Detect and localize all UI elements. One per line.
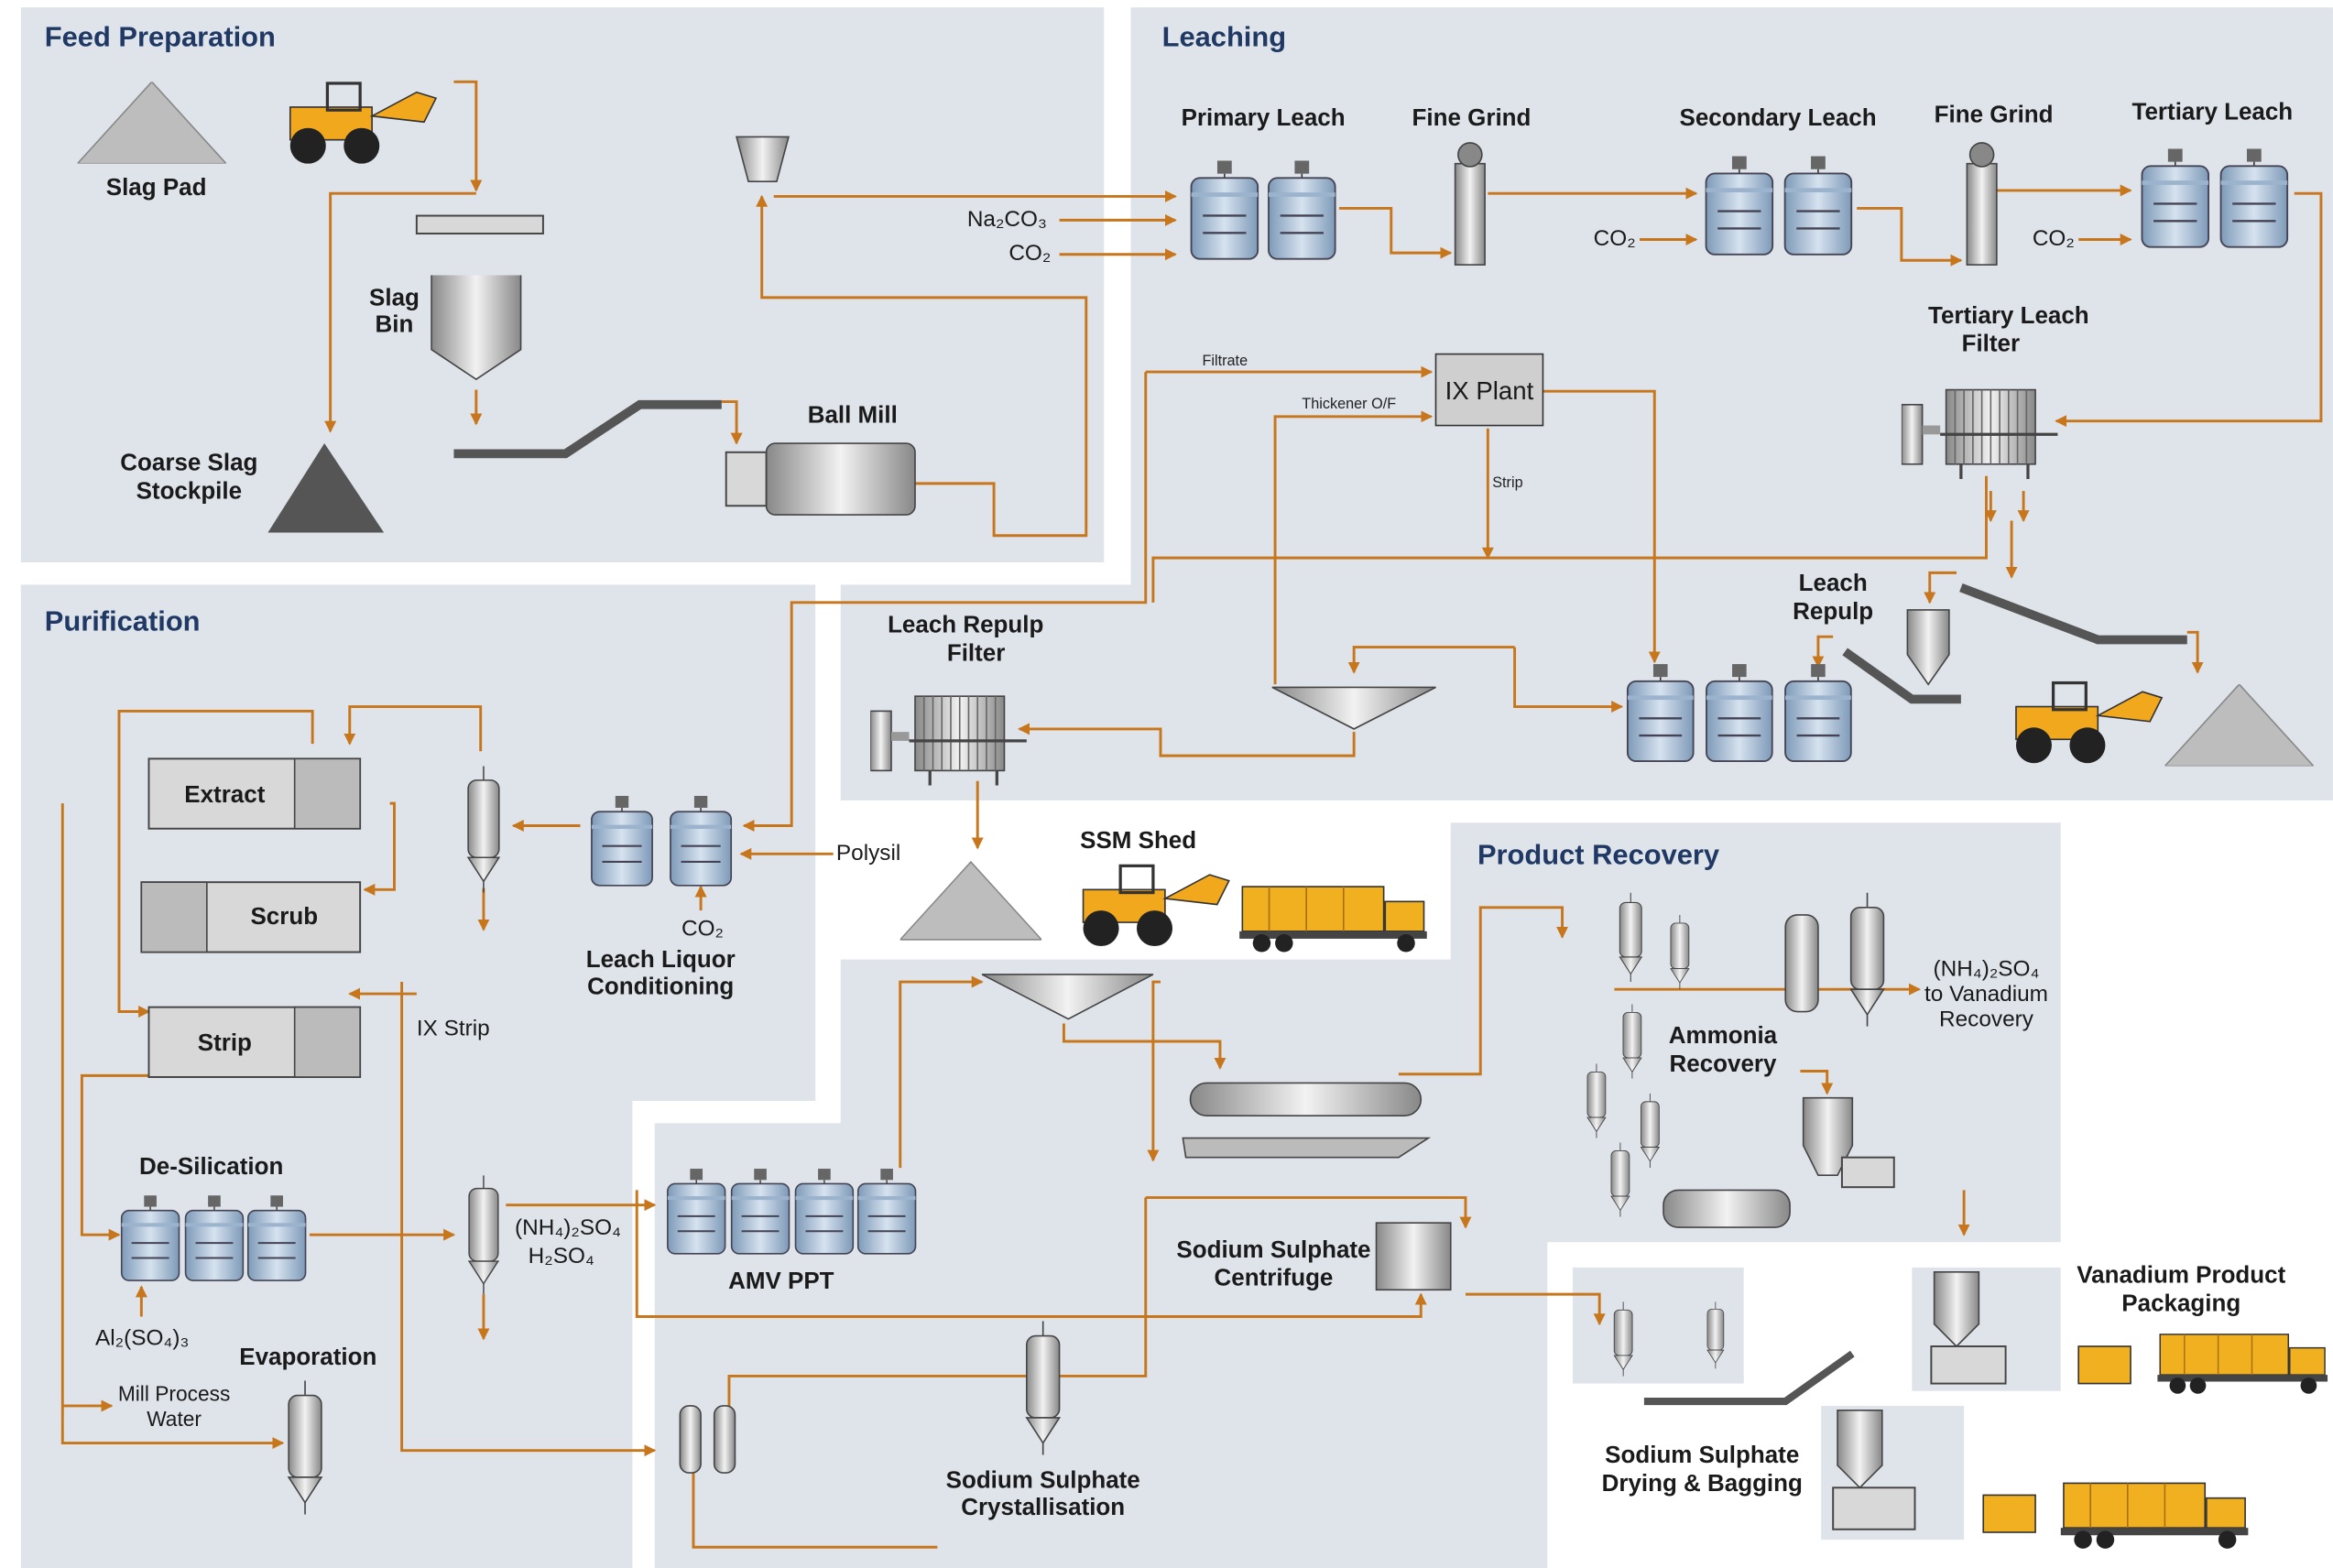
equipment-part bbox=[1970, 143, 1994, 167]
labels-part: IX Plant bbox=[1445, 376, 1534, 405]
labels-part: Tertiary Leach bbox=[1928, 301, 2089, 329]
labels-part: CO₂ bbox=[2033, 226, 2075, 251]
equipment-part bbox=[2061, 1483, 2249, 1548]
labels-part: Strip bbox=[1492, 474, 1522, 491]
labels-part: CO₂ bbox=[681, 917, 724, 942]
labels-part: Crystallisation bbox=[961, 1493, 1125, 1520]
labels-part: Water bbox=[147, 1407, 202, 1431]
section-titles-part: Feed Preparation bbox=[45, 20, 276, 52]
labels-part: Leach Liquor bbox=[586, 945, 736, 973]
labels-part: Extract bbox=[184, 780, 265, 808]
equipment-part bbox=[1458, 143, 1482, 167]
equipment-part bbox=[1377, 1223, 1451, 1290]
labels-part: Coarse Slag bbox=[120, 449, 257, 476]
section-titles-part: Purification bbox=[45, 605, 201, 637]
labels-part: SSM Shed bbox=[1080, 826, 1196, 854]
labels-part: Centrifuge bbox=[1215, 1264, 1334, 1291]
equipment-part bbox=[680, 1406, 701, 1473]
equipment-part bbox=[767, 443, 915, 515]
labels-part: Ball Mill bbox=[808, 401, 898, 429]
equipment-part bbox=[1183, 1138, 1428, 1158]
equipment-part bbox=[1455, 164, 1485, 265]
section-titles-part: Leaching bbox=[1162, 20, 1286, 52]
labels-part: Recovery bbox=[1939, 1007, 2034, 1032]
labels-part: Repulp bbox=[1793, 597, 1873, 625]
labels-part: H₂SO₄ bbox=[529, 1244, 594, 1269]
equipment-part bbox=[417, 216, 543, 234]
labels-part: Stockpile bbox=[136, 476, 242, 504]
labels-part: Drying & Bagging bbox=[1602, 1469, 1803, 1497]
labels-part: Al₂(SO₄)₃ bbox=[95, 1325, 189, 1350]
labels-part: Recovery bbox=[1670, 1050, 1777, 1077]
labels-part: Slag Pad bbox=[106, 173, 207, 201]
labels-part: Secondary Leach bbox=[1680, 103, 1877, 131]
labels-part: Primary Leach bbox=[1182, 103, 1346, 131]
labels-part: IX Strip bbox=[417, 1016, 490, 1040]
labels-part: (NH₄)₂SO₄ bbox=[515, 1215, 621, 1240]
labels-part: Filtrate bbox=[1202, 353, 1248, 369]
labels-part: Scrub bbox=[250, 902, 318, 930]
equipment-part bbox=[2078, 1346, 2131, 1384]
page: Process Flow html,body{margin:0;padding:… bbox=[0, 0, 2333, 1568]
labels-part: Polysil bbox=[836, 841, 900, 866]
labels-part: Conditioning bbox=[587, 972, 734, 999]
equipment-part bbox=[714, 1406, 736, 1473]
equipment-part bbox=[1833, 1487, 1914, 1529]
section-titles-part: Product Recovery bbox=[1477, 839, 1719, 871]
labels-part: Fine Grind bbox=[1935, 101, 2054, 128]
labels-part: to Vanadium bbox=[1924, 982, 2048, 1007]
labels-part: Bin bbox=[376, 310, 414, 338]
labels-part: Leach Repulp bbox=[888, 611, 1043, 638]
labels-part: De-Silication bbox=[139, 1152, 283, 1180]
labels-part: Ammonia bbox=[1669, 1021, 1778, 1049]
labels-part: (NH₄)₂SO₄ bbox=[1934, 956, 2040, 981]
flow-diagram: Feed Preparation Leaching Purification P… bbox=[0, 0, 2333, 1568]
labels-part: Thickener O/F bbox=[1302, 396, 1396, 412]
labels-part: CO₂ bbox=[1594, 226, 1636, 251]
equipment-part bbox=[2157, 1334, 2328, 1394]
labels-part: Strip bbox=[198, 1029, 252, 1056]
equipment-part bbox=[900, 862, 1041, 940]
equipment-part bbox=[295, 1007, 360, 1077]
labels-part: Sodium Sulphate bbox=[1605, 1441, 1799, 1468]
labels-part: Tertiary Leach bbox=[2132, 97, 2294, 125]
equipment-part bbox=[1931, 1346, 2005, 1384]
labels-part: Mill Process bbox=[118, 1382, 231, 1406]
labels-part: CO₂ bbox=[1008, 241, 1051, 266]
equipment-part bbox=[1967, 164, 1996, 265]
labels-part: Slag bbox=[369, 283, 420, 310]
labels-part: Evaporation bbox=[239, 1343, 376, 1370]
labels-part: Leach bbox=[1799, 569, 1868, 596]
equipment-part bbox=[141, 882, 206, 952]
labels-part: Sodium Sulphate bbox=[946, 1466, 1140, 1494]
equipment-part bbox=[295, 758, 360, 828]
equipment-part bbox=[1983, 1495, 2035, 1532]
labels-part: Filter bbox=[947, 639, 1006, 667]
labels-part: Vanadium Product bbox=[2077, 1260, 2285, 1288]
equipment-part bbox=[1663, 1190, 1790, 1227]
equipment-part bbox=[1842, 1158, 1894, 1187]
equipment-part bbox=[1084, 866, 1229, 946]
labels-part: Filter bbox=[1962, 330, 2020, 357]
equipment-part bbox=[1190, 1083, 1421, 1116]
labels-part: Packaging bbox=[2121, 1289, 2240, 1316]
equipment-part bbox=[726, 452, 767, 506]
equipment-part bbox=[1785, 915, 1818, 1012]
labels-part: Na₂CO₃ bbox=[967, 207, 1047, 232]
equipment-part bbox=[1239, 887, 1427, 952]
body: {"sections":{"feed_preparation":"Feed Pr… bbox=[0, 0, 2333, 1568]
labels-part: Fine Grind bbox=[1412, 103, 1532, 131]
labels-part: Sodium Sulphate bbox=[1176, 1236, 1370, 1263]
labels-part: AMV PPT bbox=[728, 1267, 834, 1294]
